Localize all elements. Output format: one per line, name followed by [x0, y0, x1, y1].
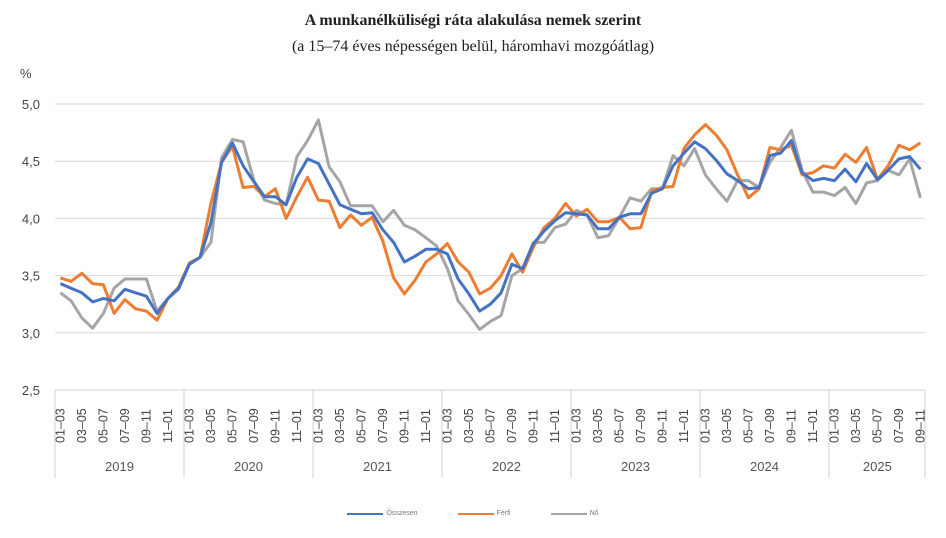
series-line-no	[59, 118, 922, 331]
legend-label-ferfi: Férfi	[496, 510, 511, 517]
year-label: 2023	[621, 459, 650, 474]
x-tick-label: 11–01	[419, 409, 433, 443]
x-tick-label: 01–03	[311, 408, 325, 443]
chart-subtitle: (a 15–74 éves népességen belül, háromhav…	[291, 38, 655, 55]
year-label: 2021	[363, 459, 392, 474]
x-tick-label: 09–11	[784, 409, 798, 443]
x-tick-label: 11–01	[290, 409, 304, 443]
x-tick-label: 11–01	[677, 409, 691, 443]
x-tick-label: 03–05	[591, 408, 605, 443]
y-tick-label: 4,5	[22, 154, 40, 169]
y-axis-unit: %	[20, 66, 32, 81]
x-tick-label: 03–05	[204, 408, 218, 443]
x-tick-label: 09–11	[397, 409, 411, 443]
x-tick-label: 05–07	[612, 408, 626, 443]
x-tick-label: 05–07	[225, 408, 239, 443]
x-tick-label: 01–03	[182, 408, 196, 443]
x-tick-label: 07–09	[376, 408, 390, 443]
x-tick-label: 09–11	[268, 409, 282, 443]
year-label: 2024	[750, 459, 779, 474]
x-tick-label: 01–03	[440, 408, 454, 443]
x-tick-label: 05–07	[354, 408, 368, 443]
y-tick-label: 5,0	[22, 97, 40, 112]
x-tick-label: 03–05	[462, 408, 476, 443]
x-tick-label: 09–11	[139, 409, 153, 443]
y-tick-label: 2,5	[22, 383, 40, 398]
year-label: 2019	[105, 459, 134, 474]
year-label: 2020	[234, 459, 263, 474]
y-tick-label: 3,0	[22, 326, 40, 341]
x-tick-label: 09–11	[526, 409, 540, 443]
x-tick-label: 07–09	[247, 408, 261, 443]
x-tick-label: 07–09	[763, 408, 777, 443]
legend-label-no: Nő	[589, 510, 599, 517]
y-tick-label: 3,5	[22, 269, 40, 284]
year-label: 2025	[863, 459, 892, 474]
legend-swatch-no	[550, 512, 587, 515]
x-tick-label: 05–07	[870, 408, 884, 443]
x-tick-label: 07–09	[118, 408, 132, 443]
x-tick-label: 09–11	[655, 409, 669, 443]
x-tick-label: 07–09	[634, 408, 648, 443]
year-label: 2022	[492, 459, 521, 474]
legend-item-ferfi: Férfi	[457, 510, 511, 517]
chart-title: A munkanélküliségi ráta alakulása nemek …	[304, 12, 642, 29]
x-tick-label: 01–03	[53, 408, 67, 443]
x-tick-label: 11–01	[161, 409, 175, 443]
series-line-osszesen	[59, 139, 922, 315]
legend-swatch-osszesen	[347, 512, 384, 515]
x-tick-label: 07–09	[892, 408, 906, 443]
x-tick-label: 05–07	[96, 408, 110, 443]
x-tick-label: 01–03	[569, 408, 583, 443]
x-tick-label: 11–01	[806, 409, 820, 443]
x-tick-label: 01–03	[698, 408, 712, 443]
x-tick-label: 05–07	[483, 408, 497, 443]
legend-label-osszesen: Összesen	[386, 510, 418, 517]
x-tick-label: 03–05	[720, 408, 734, 443]
legend: Összesen Férfi Nő	[0, 510, 946, 517]
x-tick-label: 03–05	[333, 408, 347, 443]
legend-swatch-ferfi	[457, 512, 494, 515]
x-tick-label: 07–09	[505, 408, 519, 443]
x-tick-label: 11–01	[548, 409, 562, 443]
legend-item-no: Nő	[550, 510, 599, 517]
x-tick-label: 09–11	[913, 409, 927, 443]
x-tick-label: 03–05	[849, 408, 863, 443]
x-tick-label: 01–03	[827, 408, 841, 443]
legend-item-osszesen: Összesen	[347, 510, 418, 517]
y-tick-label: 4,0	[22, 211, 40, 226]
x-tick-label: 05–07	[741, 408, 755, 443]
series-line-ferfi	[59, 123, 922, 322]
x-tick-label: 03–05	[75, 408, 89, 443]
